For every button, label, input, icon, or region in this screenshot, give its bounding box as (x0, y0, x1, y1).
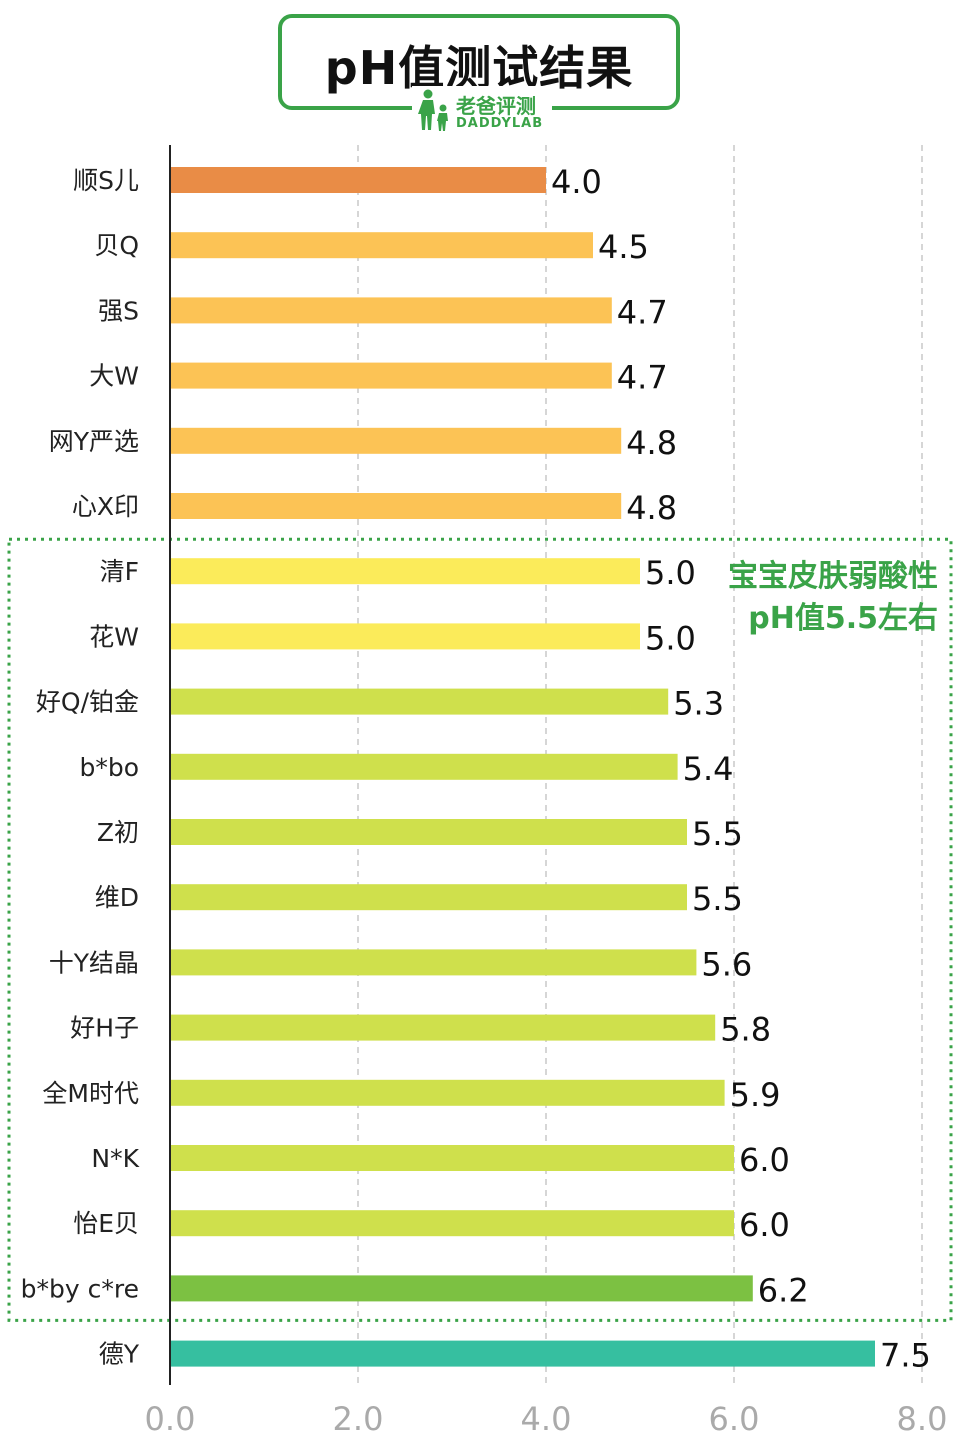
category-label: 清F (100, 557, 139, 586)
category-label: 心X印 (72, 492, 139, 521)
value-label: 5.3 (673, 685, 724, 723)
parent-child-icon (418, 89, 448, 131)
category-label: b*bo (79, 753, 139, 782)
bar (170, 1014, 716, 1041)
value-label: 6.2 (758, 1271, 809, 1309)
category-label: 强S (98, 296, 139, 325)
category-label: N*K (91, 1144, 139, 1173)
bar (170, 1275, 753, 1302)
value-label: 4.7 (617, 293, 668, 331)
value-label: 5.6 (701, 945, 752, 983)
category-label: 怡E贝 (73, 1209, 139, 1238)
value-label: 4.0 (551, 163, 602, 201)
skin-ph-annotation: 宝宝皮肤弱酸性 pH值5.5左右 (728, 556, 938, 640)
bar (170, 884, 687, 911)
bar (170, 1340, 875, 1367)
category-label: 大W (89, 362, 139, 391)
category-label: 十Y结晶 (49, 948, 139, 977)
bar (170, 623, 640, 650)
bar (170, 427, 622, 454)
bar (170, 558, 640, 585)
category-label: 德Y (99, 1340, 140, 1369)
x-tick-label: 2.0 (333, 1400, 384, 1438)
bar (170, 167, 546, 193)
category-label: 维D (95, 883, 139, 912)
value-label: 4.7 (617, 359, 668, 397)
x-tick-label: 8.0 (897, 1400, 948, 1438)
bar (170, 819, 687, 845)
bar (170, 753, 678, 780)
value-label: 6.0 (739, 1206, 790, 1244)
value-label: 4.8 (626, 489, 677, 527)
bar (170, 1079, 725, 1106)
value-label: 5.8 (720, 1011, 771, 1049)
value-label: 7.5 (880, 1337, 931, 1375)
category-label: 好Q/铂金 (36, 688, 139, 717)
bar (170, 232, 593, 259)
value-label: 5.9 (730, 1076, 781, 1114)
value-label: 5.0 (645, 554, 696, 592)
bar (170, 493, 622, 519)
brand-logo: 老爸评测 DADDYLAB (412, 86, 552, 134)
category-label: 顺S儿 (73, 166, 139, 195)
category-label: 贝Q (94, 231, 139, 260)
category-label: 全M时代 (42, 1079, 139, 1108)
value-label: 5.5 (692, 815, 743, 853)
bar (170, 1145, 734, 1171)
category-label: 好H子 (70, 1014, 139, 1043)
bar (170, 949, 697, 976)
bar (170, 297, 612, 324)
bar (170, 688, 669, 715)
value-label: 4.5 (598, 228, 649, 266)
value-label: 5.0 (645, 619, 696, 657)
x-tick-label: 4.0 (521, 1400, 572, 1438)
bar (170, 1210, 734, 1237)
brand-name-cn: 老爸评测 (456, 94, 536, 118)
bar (170, 362, 612, 389)
x-tick-label: 6.0 (709, 1400, 760, 1438)
category-label: 花W (89, 622, 139, 651)
value-label: 6.0 (739, 1141, 790, 1179)
x-tick-label: 0.0 (145, 1400, 196, 1438)
category-label: 网Y严选 (49, 427, 139, 456)
category-label: b*by c*re (21, 1274, 139, 1303)
category-label: Z初 (97, 818, 139, 847)
brand-name-en: DADDYLAB (456, 116, 544, 131)
annotation-line-2: pH值5.5左右 (748, 601, 938, 636)
value-label: 4.8 (626, 424, 677, 462)
value-label: 5.5 (692, 880, 743, 918)
value-label: 5.4 (683, 750, 734, 788)
highlight-box (7, 537, 953, 1322)
annotation-line-1: 宝宝皮肤弱酸性 (728, 559, 938, 594)
